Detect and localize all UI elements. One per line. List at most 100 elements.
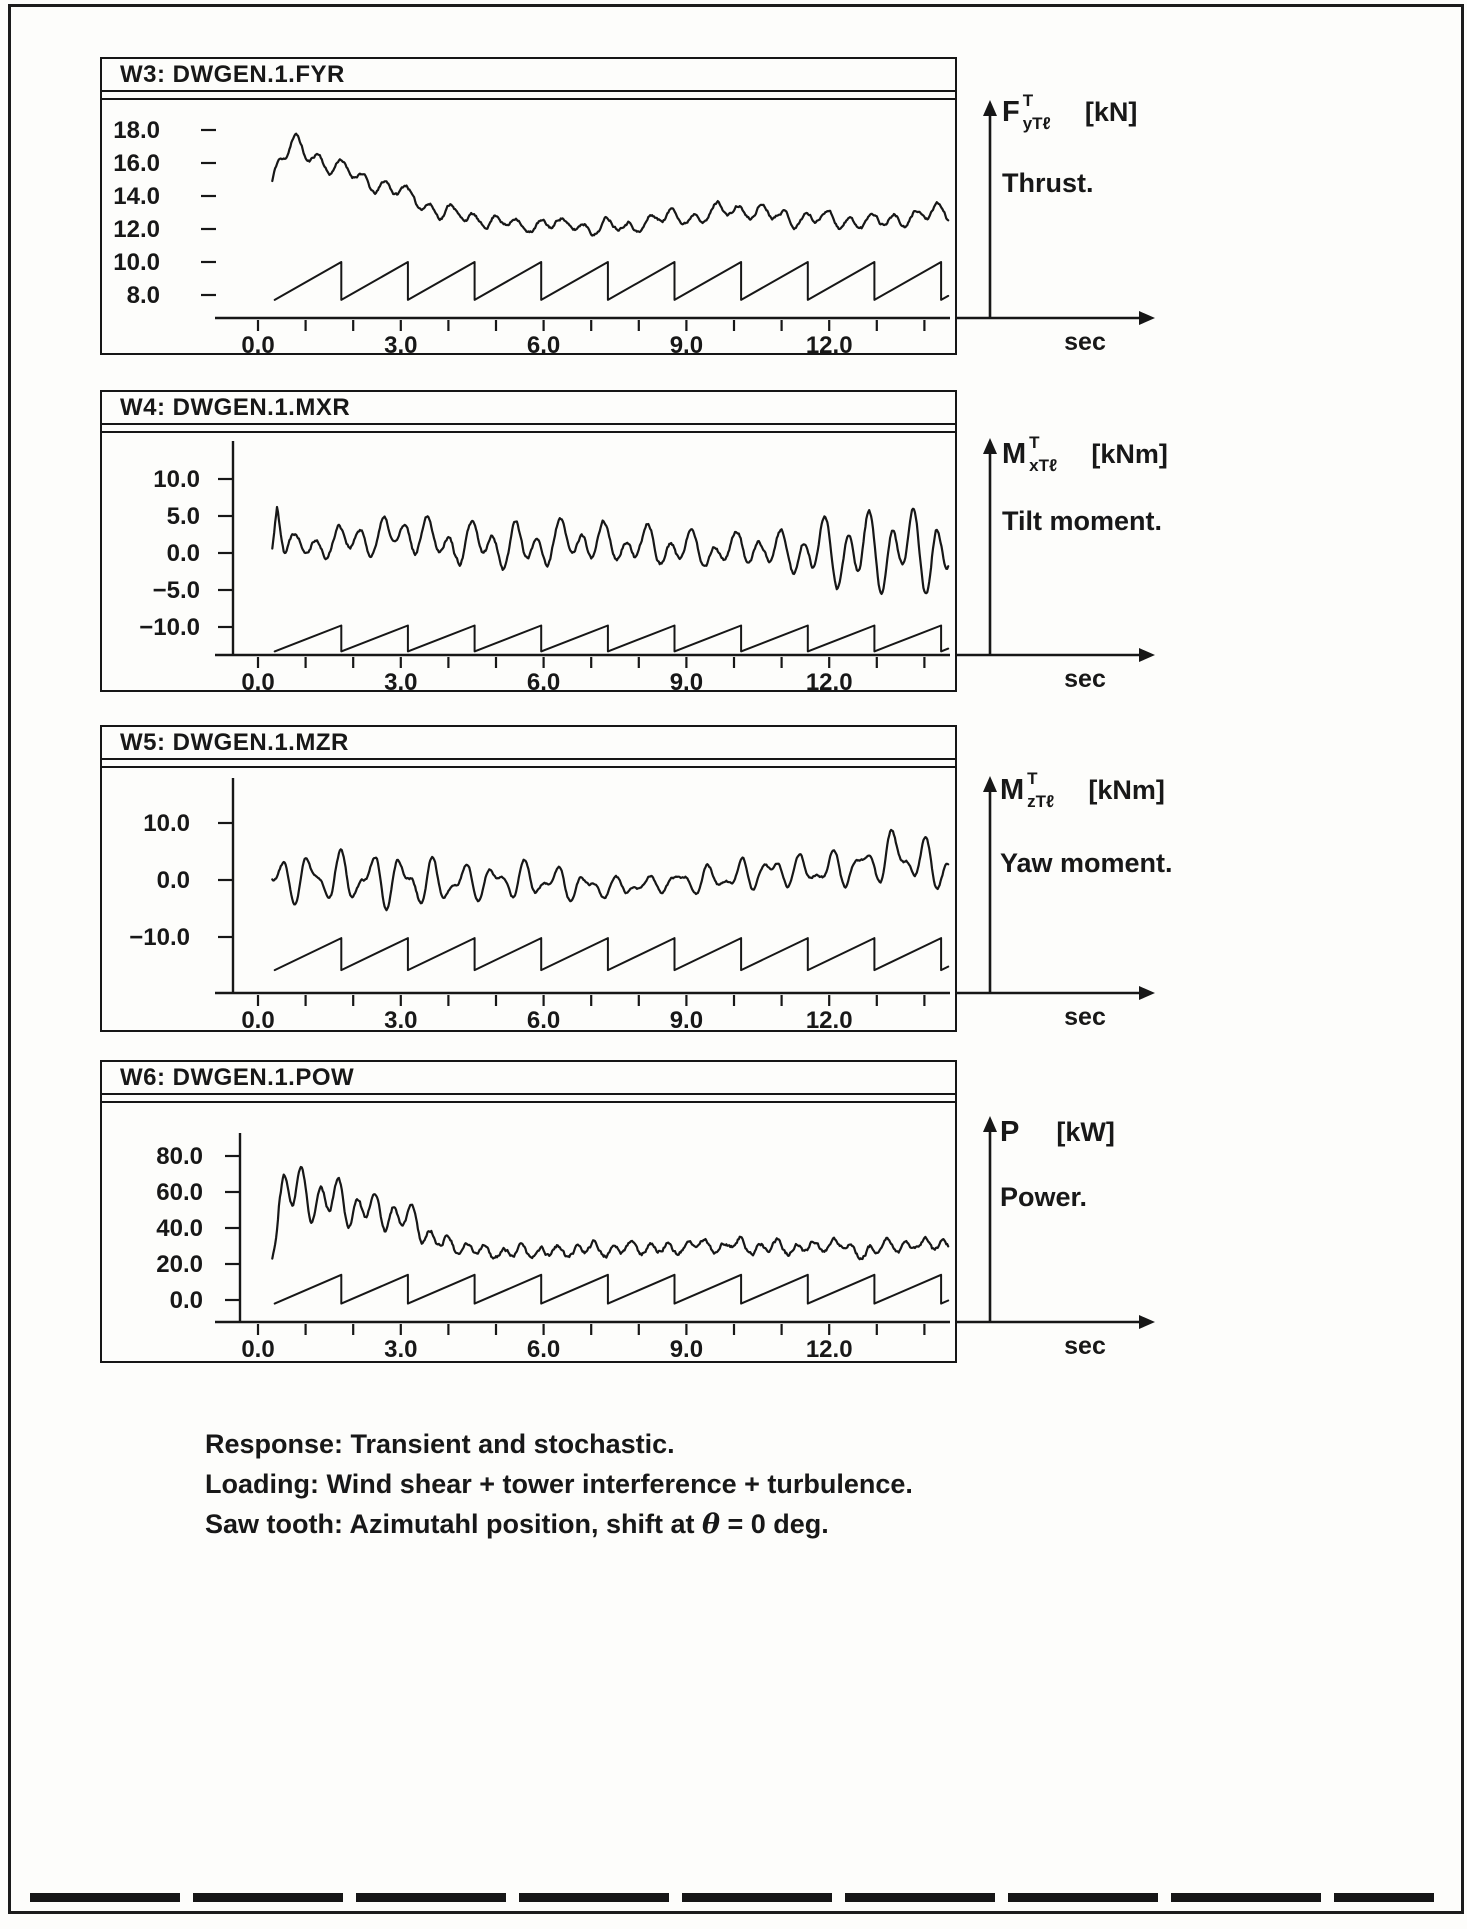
sec-label: sec bbox=[1064, 1332, 1106, 1360]
y-tick-label: 60.0 bbox=[156, 1179, 203, 1206]
window-titlebar: W6: DWGEN.1.POW bbox=[102, 1062, 955, 1095]
titlebar-divider bbox=[102, 760, 955, 768]
window-title: W6: DWGEN.1.POW bbox=[120, 1063, 355, 1091]
caption-block: Response: Transient and stochastic. Load… bbox=[205, 1424, 913, 1545]
window-title: W3: DWGEN.1.FYR bbox=[120, 60, 345, 88]
x-tick-label: 9.0 bbox=[670, 669, 703, 696]
quantity-sup: T bbox=[1029, 433, 1040, 452]
quantity-supsub: T zTℓ bbox=[1027, 769, 1055, 811]
azimuth-sawtooth-trace bbox=[273, 937, 950, 972]
axis-quantity-label-thrust: F T yTℓ [kN] bbox=[1002, 92, 1138, 132]
window-titlebar: W3: DWGEN.1.FYR bbox=[102, 59, 955, 92]
titlebar-divider bbox=[102, 425, 955, 433]
y-tick-label: 10.0 bbox=[153, 466, 200, 493]
azimuth-sawtooth-trace bbox=[273, 1273, 950, 1305]
x-tick-label: 12.0 bbox=[806, 1007, 853, 1034]
x-tick-label: 0.0 bbox=[241, 669, 274, 696]
window-titlebar: W4: DWGEN.1.MXR bbox=[102, 392, 955, 425]
plot-window-w4: W4: DWGEN.1.MXR bbox=[100, 390, 957, 692]
x-tick-label: 0.0 bbox=[241, 1336, 274, 1363]
y-tick-label: 8.0 bbox=[127, 282, 160, 309]
y-tick-label: −5.0 bbox=[153, 577, 200, 604]
axis-quantity-label-power: P [kW] bbox=[1000, 1118, 1115, 1147]
axis-quantity-label-yaw: M T zTℓ [kNm] bbox=[1000, 770, 1165, 810]
y-tick-label: −10.0 bbox=[139, 614, 200, 641]
axis-description: Thrust. bbox=[1002, 168, 1094, 198]
response-trace bbox=[271, 828, 950, 912]
y-tick-label: 5.0 bbox=[167, 503, 200, 530]
quantity-supsub: T xTℓ bbox=[1029, 433, 1058, 475]
quantity-sup: T bbox=[1027, 769, 1038, 788]
x-tick-label: 9.0 bbox=[670, 1007, 703, 1034]
bottom-scan-edge bbox=[30, 1893, 1434, 1902]
quantity-sub: xTℓ bbox=[1029, 456, 1058, 475]
page-border bbox=[8, 4, 1464, 1914]
y-tick-label: 14.0 bbox=[113, 183, 160, 210]
response-trace bbox=[271, 1165, 950, 1261]
y-tick-label: 0.0 bbox=[170, 1287, 203, 1314]
quantity-unit: [kN] bbox=[1084, 97, 1138, 127]
quantity-sub: yTℓ bbox=[1022, 114, 1051, 133]
quantity-unit: [kNm] bbox=[1091, 439, 1168, 469]
x-tick-label: 3.0 bbox=[384, 669, 417, 696]
y-tick-label: 80.0 bbox=[156, 1143, 203, 1170]
y-tick-label: 18.0 bbox=[113, 117, 160, 144]
quantity-unit: [kNm] bbox=[1088, 775, 1165, 805]
caption-line-loading: Loading: Wind shear + tower interference… bbox=[205, 1469, 913, 1499]
theta-symbol: θ bbox=[701, 1509, 720, 1540]
arrowhead-up bbox=[983, 1116, 997, 1132]
x-tick-label: 12.0 bbox=[806, 332, 853, 359]
x-tick-label: 3.0 bbox=[384, 1336, 417, 1363]
y-tick-label: 16.0 bbox=[113, 150, 160, 177]
x-tick-label: 6.0 bbox=[527, 1336, 560, 1363]
y-tick-label: 20.0 bbox=[156, 1251, 203, 1278]
quantity-supsub: T yTℓ bbox=[1022, 91, 1051, 133]
x-tick-label: 0.0 bbox=[241, 1007, 274, 1034]
titlebar-divider bbox=[102, 92, 955, 100]
x-tick-label: 9.0 bbox=[670, 1336, 703, 1363]
arrowhead-right bbox=[1139, 648, 1155, 662]
quantity-sup: T bbox=[1022, 91, 1034, 110]
y-tick-label: 0.0 bbox=[157, 867, 190, 894]
arrowhead-up bbox=[983, 438, 997, 454]
x-tick-label: 3.0 bbox=[384, 332, 417, 359]
arrowhead-up bbox=[983, 100, 997, 116]
axis-description: Yaw moment. bbox=[1000, 848, 1173, 878]
plot-window-w5: W5: DWGEN.1.MZR bbox=[100, 725, 957, 1032]
axis-description: Tilt moment. bbox=[1002, 506, 1163, 536]
plot-window-w6: W6: DWGEN.1.POW bbox=[100, 1060, 957, 1363]
window-title: W5: DWGEN.1.MZR bbox=[120, 728, 349, 756]
plot-5: 0.0 3.0 6.0 9.0 12.0 10.0 0.0 −10.0 sec bbox=[129, 776, 1155, 1034]
quantity-symbol: P bbox=[1000, 1116, 1020, 1148]
arrowhead-right bbox=[1139, 311, 1155, 325]
caption-line-response: Response: Transient and stochastic. bbox=[205, 1429, 675, 1459]
y-tick-label: 12.0 bbox=[113, 216, 160, 243]
quantity-symbol: F bbox=[1002, 96, 1020, 128]
x-tick-label: 3.0 bbox=[384, 1007, 417, 1034]
arrowhead-up bbox=[983, 776, 997, 792]
plot-3: 0.0 3.0 6.0 9.0 12.0 18.0 16.0 14.0 12.0 10.0 8.0 s… bbox=[113, 100, 1155, 359]
response-trace bbox=[271, 132, 950, 237]
response-trace bbox=[271, 505, 950, 596]
x-tick-label: 6.0 bbox=[527, 1007, 560, 1034]
x-tick-label: 6.0 bbox=[527, 669, 560, 696]
y-tick-label: 10.0 bbox=[113, 249, 160, 276]
sec-label: sec bbox=[1064, 1003, 1106, 1031]
quantity-symbol: M bbox=[1000, 774, 1025, 806]
y-tick-label: 10.0 bbox=[143, 810, 190, 837]
x-tick-label: 6.0 bbox=[527, 332, 560, 359]
azimuth-sawtooth-trace bbox=[273, 624, 950, 653]
y-tick-label: 0.0 bbox=[167, 540, 200, 567]
titlebar-divider bbox=[102, 1095, 955, 1103]
quantity-sub: zTℓ bbox=[1027, 792, 1055, 811]
x-tick-label: 0.0 bbox=[241, 332, 274, 359]
quantity-symbol: M bbox=[1002, 438, 1027, 470]
plot-6: 0.0 3.0 6.0 9.0 12.0 80.0 60.0 40.0 20.0 0.0 sec bbox=[156, 1116, 1155, 1363]
sec-label: sec bbox=[1064, 665, 1106, 693]
axis-description: Power. bbox=[1000, 1182, 1088, 1212]
sec-label: sec bbox=[1064, 328, 1106, 356]
x-tick-label: 9.0 bbox=[670, 332, 703, 359]
axis-quantity-label-tilt: M T xTℓ [kNm] bbox=[1002, 434, 1168, 474]
